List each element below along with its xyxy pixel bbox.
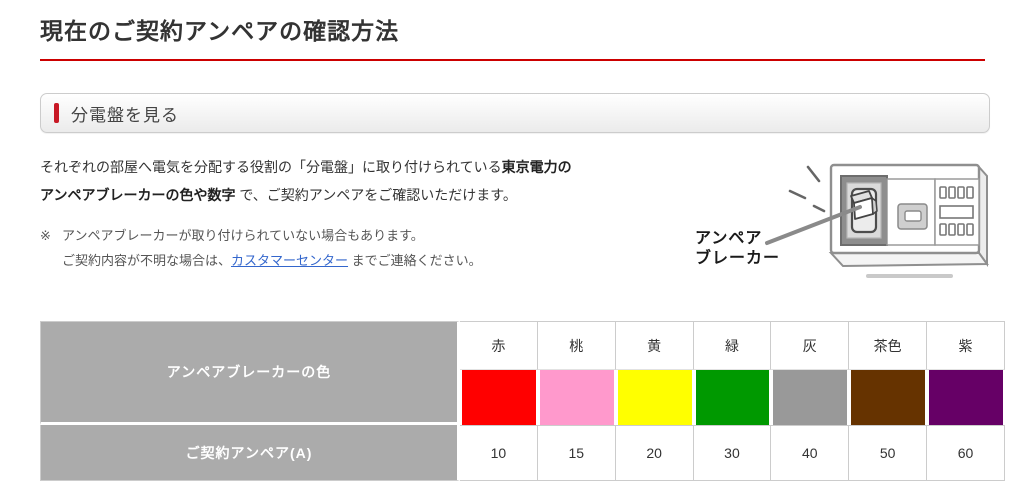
amp-color-table: アンペアブレーカーの色 赤 桃 黄 緑 灰 茶色 紫 ご契約アンペア(A) (40, 321, 1005, 481)
color-swatch (773, 370, 848, 425)
amp-value-cell: 15 (537, 425, 616, 481)
color-swatch (462, 370, 536, 425)
note-body: アンペアブレーカーが取り付けられていない場合もあります。 ご契約内容が不明な場合は… (62, 223, 482, 273)
amp-value-cell: 60 (927, 425, 1005, 481)
color-swatch-row (40, 370, 1005, 425)
amp-value-cell: 30 (693, 425, 772, 481)
color-swatch (617, 370, 692, 425)
breaker-panel-illustration: アンペア ブレーカー (683, 157, 1005, 289)
color-name-cell: 黄 (615, 321, 694, 370)
color-name-cell: 緑 (693, 321, 772, 370)
color-name-cell: 紫 (927, 321, 1005, 370)
amp-value-row: ご契約アンペア(A) 10 15 20 30 40 50 60 (40, 425, 1005, 481)
customer-center-link[interactable]: カスタマーセンター (231, 253, 349, 268)
note-line2-after: までご連絡ください。 (348, 253, 482, 268)
color-swatch-cell (927, 370, 1005, 425)
contract-amp-row-header: ご契約アンペア(A) (40, 425, 460, 481)
section-accent-bar-icon (54, 103, 59, 123)
page-title: 現在のご契約アンペアの確認方法 (40, 18, 400, 44)
breaker-color-row-header: アンペアブレーカーの色 (40, 321, 460, 425)
color-swatch (851, 370, 926, 425)
color-swatch (539, 370, 614, 425)
color-name-row: アンペアブレーカーの色 赤 桃 黄 緑 灰 茶色 紫 (40, 321, 1005, 425)
breaker-label: アンペア ブレーカー (695, 230, 781, 267)
color-swatch (695, 370, 770, 425)
color-swatch-cell (771, 370, 850, 425)
color-name-cell: 桃 (537, 321, 616, 370)
color-swatch-cell (693, 370, 772, 425)
amp-value-cell: 50 (849, 425, 928, 481)
color-swatch (929, 370, 1003, 425)
amp-value-cell: 10 (460, 425, 538, 481)
section-header-box: 分電盤を見る (40, 93, 990, 133)
section-title: 分電盤を見る (71, 105, 179, 125)
breaker-panel-diagram-icon (765, 163, 989, 278)
color-swatch-cell (460, 370, 538, 425)
amp-value-cell: 20 (615, 425, 694, 481)
color-swatch-cell (537, 370, 616, 425)
intro-bold-tepco: 東京電力の (501, 159, 572, 175)
note: ※ アンペアブレーカーが取り付けられていない場合もあります。 ご契約内容が不明な場… (40, 223, 1005, 273)
intro-paragraph: それぞれの部屋へ電気を分配する役割の「分電盤」に取り付けられている東京電力のアン… (40, 153, 685, 209)
amp-color-table-wrap: アンペアブレーカーの色 赤 桃 黄 緑 灰 茶色 紫 ご契約アンペア(A) (40, 321, 1005, 481)
intro-bold-color-number: アンペアブレーカーの色や数字 (40, 187, 236, 203)
amp-value-cell: 40 (771, 425, 850, 481)
content-area: それぞれの部屋へ電気を分配する役割の「分電盤」に取り付けられている東京電力のアン… (40, 153, 1005, 285)
color-swatch-cell (615, 370, 694, 425)
color-swatch-cell (849, 370, 928, 425)
note-asterisk: ※ (40, 228, 51, 243)
intro-text: それぞれの部屋へ電気を分配する役割の「分電盤」に取り付けられている (40, 159, 502, 175)
title-divider (40, 59, 985, 61)
color-name-cell: 茶色 (849, 321, 928, 370)
note-line1: アンペアブレーカーが取り付けられていない場合もあります。 (62, 228, 424, 243)
note-line2-before: ご契約内容が不明な場合は、 (62, 253, 232, 268)
color-name-cell: 灰 (771, 321, 850, 370)
intro-text-tail: で、ご契約アンペアをご確認いただけます。 (235, 187, 517, 203)
color-name-cell: 赤 (460, 321, 538, 370)
